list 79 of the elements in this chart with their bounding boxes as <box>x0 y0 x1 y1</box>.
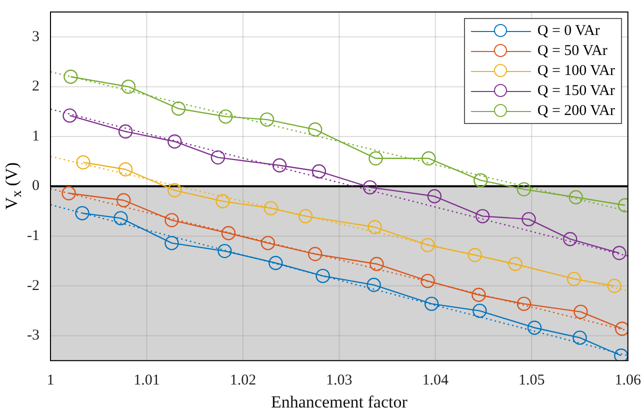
point <box>114 211 128 226</box>
point <box>472 304 487 318</box>
point <box>221 226 236 240</box>
point <box>468 248 482 262</box>
y-tick-label: -1 <box>26 228 40 244</box>
point <box>116 193 131 208</box>
point <box>370 256 384 272</box>
point <box>316 268 330 284</box>
x-axis-title: Enhancement factor <box>270 392 408 412</box>
point <box>268 256 283 270</box>
point <box>308 246 322 262</box>
point <box>422 151 436 166</box>
legend-label: Q = 50 VAr <box>537 42 608 60</box>
point <box>607 278 622 293</box>
point <box>572 330 587 345</box>
point <box>527 320 542 335</box>
point <box>264 201 278 216</box>
point <box>563 232 578 246</box>
y-tick-label: 0 <box>32 178 40 194</box>
x-tick-label: 1.01 <box>134 372 160 389</box>
point <box>272 158 287 172</box>
y-tick-label: -2 <box>26 278 40 294</box>
point <box>614 348 628 361</box>
point <box>516 182 532 196</box>
legend-label: Q = 0 VAr <box>537 22 600 40</box>
point <box>298 209 313 224</box>
point <box>568 190 584 204</box>
point <box>164 213 179 228</box>
point <box>62 186 76 200</box>
point <box>474 173 488 188</box>
point <box>218 244 232 258</box>
y-tick-label: 2 <box>32 78 40 95</box>
point <box>424 296 439 311</box>
y-tick-label: 3 <box>32 28 40 45</box>
point <box>118 124 133 139</box>
point <box>260 236 276 250</box>
point <box>475 209 490 224</box>
point <box>64 70 78 84</box>
point <box>62 108 77 123</box>
x-tick-label: 1.02 <box>230 372 256 389</box>
point <box>75 206 90 220</box>
point <box>210 150 226 165</box>
legend-label: Q = 150 VAr <box>537 82 615 100</box>
point <box>216 194 230 208</box>
point <box>366 278 381 292</box>
point <box>420 274 435 288</box>
x-tick-label: 1.03 <box>326 372 352 389</box>
legend-label: Q = 200 VAr <box>537 102 615 120</box>
point <box>574 304 588 319</box>
x-tick-label: 1.05 <box>518 372 545 389</box>
point <box>260 112 274 127</box>
point <box>368 220 382 234</box>
point <box>362 180 378 194</box>
point <box>420 238 435 252</box>
point <box>427 189 442 204</box>
point <box>121 80 136 94</box>
point <box>164 236 179 250</box>
point <box>76 155 90 170</box>
point <box>218 109 233 124</box>
point <box>308 122 322 137</box>
point <box>472 288 486 302</box>
y-tick-label: -3 <box>26 328 40 344</box>
point <box>612 246 626 260</box>
point <box>168 134 182 149</box>
point <box>368 151 383 166</box>
point <box>508 256 522 272</box>
x-tick-label: 1.04 <box>422 372 450 389</box>
legend-label: Q = 100 VAr <box>537 62 615 80</box>
point <box>171 102 186 116</box>
y-tick-label: 1 <box>32 128 40 144</box>
point <box>516 296 532 311</box>
point <box>522 212 536 226</box>
point <box>118 162 133 176</box>
x-tick-label: 1 <box>46 372 54 389</box>
point <box>168 183 182 198</box>
x-tick-label: 1.06 <box>614 372 642 389</box>
point <box>566 272 582 286</box>
point <box>615 322 628 336</box>
point <box>312 164 326 178</box>
